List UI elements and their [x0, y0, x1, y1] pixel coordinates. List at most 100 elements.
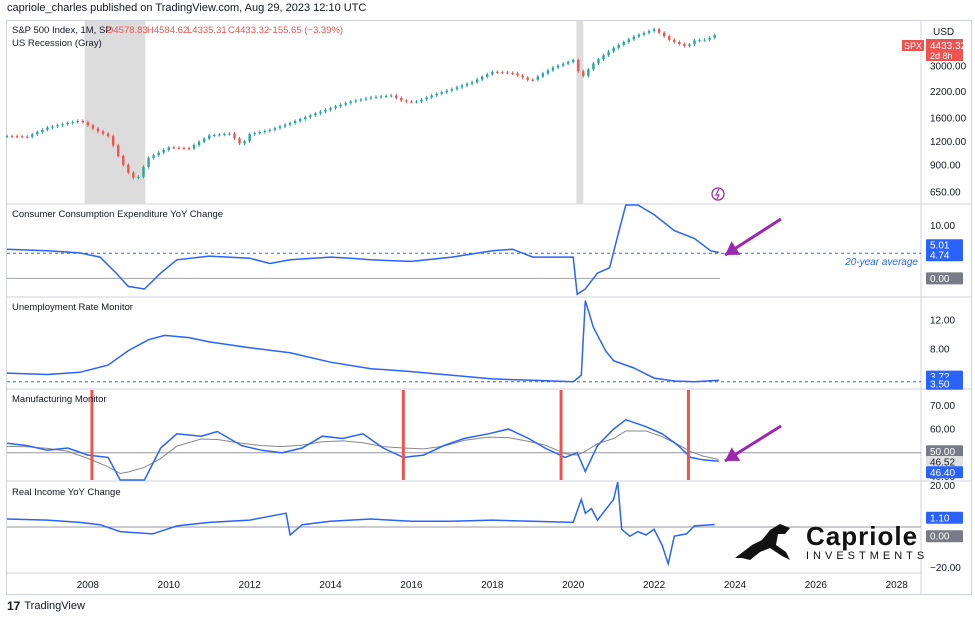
- candle-body: [405, 100, 408, 102]
- candle-body: [354, 100, 358, 102]
- real-income-badge-1: 1.10: [930, 513, 950, 524]
- consumption-badge-3-bg: [926, 272, 963, 285]
- candle-body: [319, 111, 322, 114]
- manufacturing-tick-label: 70.00: [930, 401, 955, 412]
- candle-body: [390, 95, 393, 97]
- candle-body: [278, 126, 282, 129]
- candle-body: [440, 92, 443, 94]
- time-axis-label: 2018: [481, 580, 504, 591]
- candle-body: [157, 152, 160, 156]
- last-price-label: 4433.32: [930, 41, 967, 52]
- candle-body: [208, 135, 211, 139]
- candle-body: [213, 134, 216, 136]
- manufacturing-badge-1: 50.00: [930, 447, 955, 458]
- annotation-arrow-manufacturing-head: [725, 447, 741, 461]
- candle-body: [51, 126, 54, 128]
- candle-body: [359, 99, 363, 101]
- candle-body: [673, 39, 676, 43]
- recession-subtitle: US Recession (Gray): [12, 38, 102, 49]
- candle-body: [577, 60, 580, 72]
- candle-body: [71, 121, 74, 124]
- chart-frame: [6, 20, 972, 595]
- recession-signal-bar: [401, 390, 405, 480]
- candle-body: [314, 113, 317, 116]
- candle-body: [15, 136, 19, 138]
- candle-body: [713, 35, 716, 38]
- candle-body: [309, 115, 312, 118]
- candle-body: [582, 71, 585, 76]
- ohlc-low: L4335.31: [187, 25, 227, 36]
- tradingview-footer[interactable]: 17 TradingView: [7, 599, 85, 613]
- candle-body: [364, 98, 368, 100]
- candle-body: [521, 75, 524, 78]
- candle-body: [561, 63, 565, 66]
- candle-body: [66, 123, 69, 125]
- real-income-badge-1-bg: [926, 511, 963, 524]
- candle-body: [470, 82, 474, 84]
- recession-signal-bar: [90, 390, 94, 480]
- candle-body: [369, 97, 373, 99]
- candle-body: [223, 134, 226, 136]
- candle-body: [182, 148, 186, 150]
- candle-body: [698, 40, 701, 42]
- price-tick-label: 650.00: [930, 187, 961, 198]
- time-axis-label: 2020: [562, 580, 585, 591]
- candle-body: [693, 40, 696, 45]
- candle-body: [430, 95, 433, 98]
- annotation-arrow-consumption-head: [725, 241, 741, 255]
- consumption-title: Consumer Consumption Expenditure YoY Cha…: [12, 209, 223, 220]
- candle-body: [268, 129, 272, 131]
- candle-body: [450, 89, 454, 91]
- manufacturing-badge-2-bg: [926, 456, 963, 469]
- consumption-badge-1: 5.01: [930, 241, 950, 252]
- lightning-bolt-icon: [715, 188, 720, 200]
- candle-body: [637, 34, 641, 37]
- candle-body: [299, 119, 302, 122]
- time-axis-label: 2028: [886, 580, 909, 591]
- symbol-tag: SPX: [904, 41, 922, 51]
- candle-body: [607, 51, 610, 56]
- consumption-tick-label: 10.00: [930, 221, 955, 232]
- candle-body: [202, 138, 206, 142]
- tradingview-icon: 17: [7, 599, 21, 613]
- candle-body: [5, 136, 9, 138]
- candle-body: [117, 145, 120, 156]
- manufacturing-average: [6, 430, 719, 475]
- candle-body: [592, 63, 595, 70]
- real-income-badge-2-bg: [926, 530, 963, 543]
- manufacturing-badge-2: 46.52: [930, 458, 955, 469]
- candle-body: [288, 123, 292, 125]
- candle-body: [612, 47, 615, 52]
- unemployment-series: [6, 300, 719, 383]
- consumption-series: [6, 204, 719, 296]
- unemployment-badge-1: 3.72: [930, 372, 950, 383]
- unemployment-title: Unemployment Rate Monitor: [12, 302, 133, 313]
- ohlc-open: O4578.83: [106, 25, 148, 36]
- candle-body: [551, 67, 555, 71]
- candle-body: [218, 134, 221, 136]
- candle-body: [602, 55, 605, 60]
- candle-body: [344, 103, 347, 105]
- candle-body: [324, 109, 327, 112]
- candle-body: [465, 83, 469, 86]
- candle-body: [531, 79, 534, 81]
- candle-body: [400, 97, 403, 101]
- candle-body: [688, 44, 691, 46]
- candle-body: [506, 72, 509, 74]
- candle-body: [460, 85, 464, 88]
- candle-body: [395, 95, 398, 98]
- capriole-horse-icon: [735, 524, 790, 560]
- candle-body: [622, 42, 625, 45]
- candle-body: [46, 127, 49, 130]
- recession-signal-bar: [686, 390, 690, 480]
- time-axis-label: 2014: [319, 580, 342, 591]
- candle-body: [379, 96, 383, 98]
- candle-body: [571, 60, 575, 62]
- candle-body: [683, 43, 686, 46]
- time-axis-label: 2010: [158, 580, 181, 591]
- manufacturing-badge-3-bg: [926, 466, 963, 479]
- candle-body: [263, 130, 267, 133]
- candle-body: [101, 131, 105, 134]
- candle-body: [304, 117, 307, 120]
